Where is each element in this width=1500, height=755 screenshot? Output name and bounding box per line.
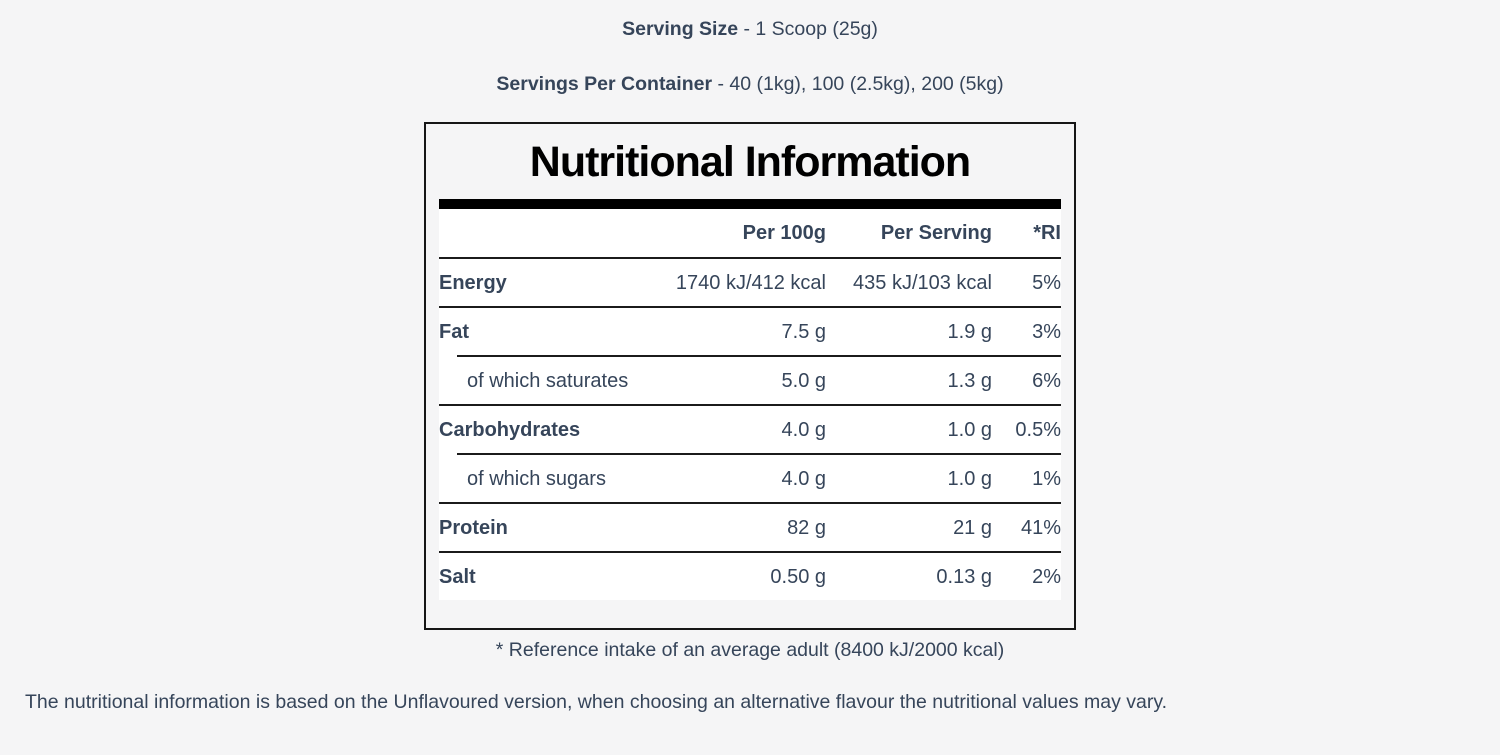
row-label: Energy bbox=[439, 271, 507, 294]
row-label: of which saturates bbox=[467, 369, 629, 392]
row-divider-indented bbox=[457, 453, 1061, 456]
row-per-100g: 4.0 g bbox=[781, 418, 826, 441]
header-per-100g: Per 100g bbox=[742, 222, 826, 245]
row-per-100g: 7.5 g bbox=[781, 320, 826, 343]
row-per-100g: 1740 kJ/412 kcal bbox=[675, 271, 826, 294]
row-label: Carbohydrates bbox=[439, 418, 581, 441]
row-ri: 0.5% bbox=[1015, 418, 1061, 441]
row-label: Protein bbox=[439, 516, 508, 539]
servings-per-container-label: Servings Per Container bbox=[496, 73, 713, 95]
row-per-100g: 82 g bbox=[787, 516, 826, 539]
table-row-saturates: of which saturates 5.0 g 1.3 g 6% bbox=[439, 357, 1061, 404]
table-row-carbohydrates: Carbohydrates 4.0 g 1.0 g 0.5% bbox=[439, 406, 1061, 453]
row-divider bbox=[439, 404, 1061, 407]
header-per-serving: Per Serving bbox=[880, 222, 992, 245]
table-row-sugars: of which sugars 4.0 g 1.0 g 1% bbox=[439, 455, 1061, 502]
table-row-salt: Salt 0.50 g 0.13 g 2% bbox=[439, 553, 1061, 600]
row-divider bbox=[439, 551, 1061, 554]
row-per-serving: 21 g bbox=[953, 516, 992, 539]
row-per-100g: 5.0 g bbox=[781, 369, 826, 392]
row-label: Fat bbox=[439, 320, 469, 343]
row-label: of which sugars bbox=[467, 467, 606, 490]
header-ri: *RI bbox=[1033, 222, 1061, 245]
thick-divider-bar bbox=[439, 199, 1061, 210]
row-per-100g: 4.0 g bbox=[781, 467, 826, 490]
row-ri: 1% bbox=[1032, 467, 1061, 490]
row-ri: 3% bbox=[1032, 320, 1061, 343]
table-row-fat: Fat 7.5 g 1.9 g 3% bbox=[439, 308, 1061, 355]
row-per-serving: 1.0 g bbox=[947, 467, 992, 490]
row-divider-indented bbox=[457, 355, 1061, 358]
nutrition-table-wrap: Per 100g Per Serving *RI Energy 1740 kJ/… bbox=[439, 199, 1061, 601]
flavour-disclaimer: The nutritional information is based on … bbox=[25, 691, 1168, 714]
nutrition-panel: Nutritional Information Per 100g Per Ser… bbox=[424, 122, 1076, 631]
serving-size-value: - 1 Scoop (25g) bbox=[738, 18, 878, 40]
row-per-serving: 0.13 g bbox=[936, 565, 992, 588]
row-divider bbox=[439, 502, 1061, 505]
row-divider bbox=[439, 257, 1061, 260]
row-per-serving: 1.0 g bbox=[947, 418, 992, 441]
row-per-serving: 1.3 g bbox=[947, 369, 992, 392]
servings-per-container-line: Servings Per Container - 40 (1kg), 100 (… bbox=[0, 72, 1500, 96]
serving-size-line: Serving Size - 1 Scoop (25g) bbox=[0, 17, 1500, 41]
reference-intake-footnote: * Reference intake of an average adult (… bbox=[495, 639, 1005, 662]
row-per-serving: 435 kJ/103 kcal bbox=[853, 271, 992, 294]
table-row-protein: Protein 82 g 21 g 41% bbox=[439, 504, 1061, 551]
nutrition-panel-title: Nutritional Information bbox=[529, 138, 971, 186]
table-header-row: Per 100g Per Serving *RI bbox=[439, 209, 1061, 257]
row-ri: 41% bbox=[1020, 516, 1061, 539]
row-per-100g: 0.50 g bbox=[770, 565, 826, 588]
row-per-serving: 1.9 g bbox=[947, 320, 992, 343]
row-ri: 5% bbox=[1032, 271, 1061, 294]
servings-per-container-value: - 40 (1kg), 100 (2.5kg), 200 (5kg) bbox=[712, 73, 1004, 95]
row-ri: 6% bbox=[1032, 369, 1061, 392]
row-label: Salt bbox=[439, 565, 476, 588]
table-row-energy: Energy 1740 kJ/412 kcal 435 kJ/103 kcal … bbox=[439, 259, 1061, 306]
row-ri: 2% bbox=[1032, 565, 1061, 588]
serving-size-label: Serving Size bbox=[622, 18, 739, 40]
serving-info: Serving Size - 1 Scoop (25g) Servings Pe… bbox=[0, 0, 1500, 96]
row-divider bbox=[439, 306, 1061, 309]
nutrition-table: Per 100g Per Serving *RI Energy 1740 kJ/… bbox=[439, 209, 1061, 601]
